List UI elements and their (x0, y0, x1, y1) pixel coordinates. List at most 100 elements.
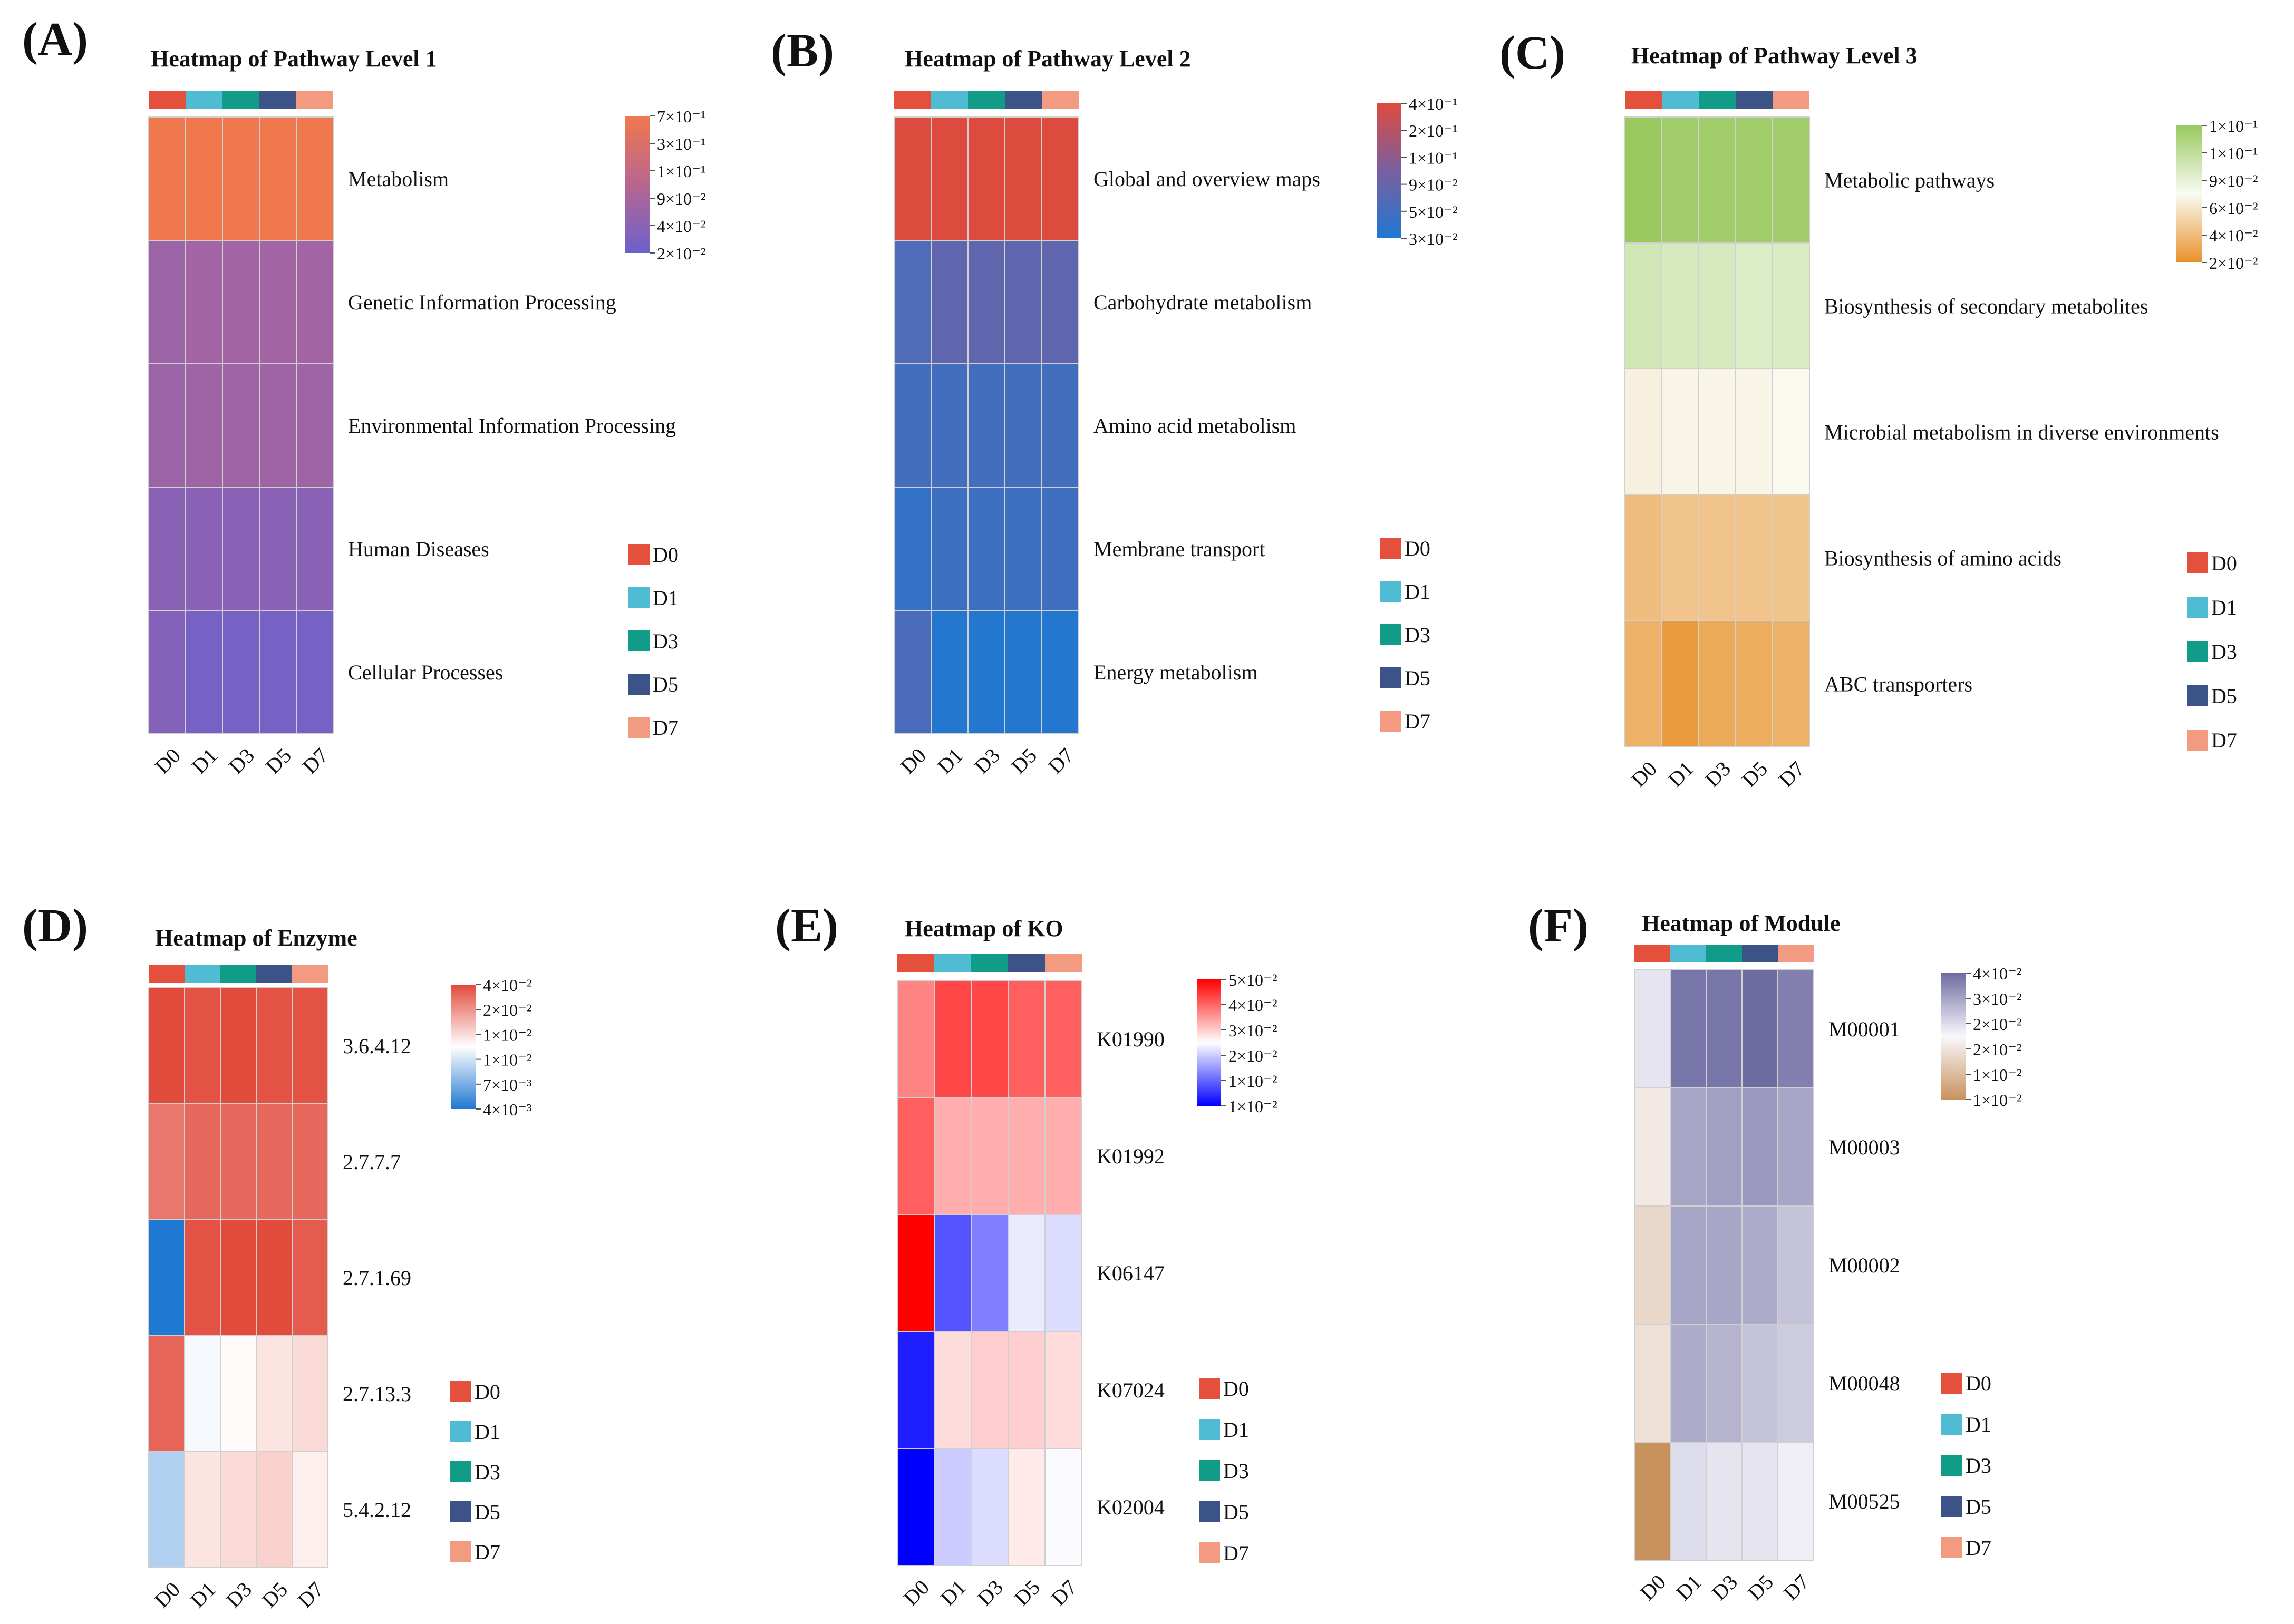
heatmap-cell (1741, 1442, 1778, 1561)
panel-label: (A) (22, 13, 88, 65)
heatmap-cell (894, 487, 932, 611)
legend-label: D1 (1966, 1413, 1991, 1436)
column-label: D1 (186, 1577, 220, 1612)
column-label: D3 (224, 743, 259, 778)
heatmap-cell (148, 1103, 185, 1220)
legend-swatch (628, 674, 650, 695)
heatmap-cell (1041, 610, 1079, 734)
row-label: Biosynthesis of secondary metabolites (1824, 295, 2148, 318)
group-color-cell (1699, 91, 1736, 109)
colorbar-tick-label: 2×10⁻² (2209, 254, 2258, 273)
legend-swatch (628, 544, 650, 565)
heatmap-cell (184, 1219, 221, 1336)
heatmap-cell (1624, 116, 1662, 244)
legend-swatch (1199, 1501, 1220, 1522)
group-color-cell (149, 91, 186, 109)
heatmap-cell (1004, 116, 1042, 241)
heatmap-cell (1634, 1324, 1671, 1443)
heatmap-cell (1008, 1214, 1046, 1332)
heatmap-cell (897, 1448, 935, 1566)
heatmap-cell (222, 487, 260, 611)
legend-label: D3 (653, 629, 679, 653)
row-label: K06147 (1097, 1261, 1165, 1285)
heatmap-cell (1735, 494, 1773, 621)
heatmap-cell (897, 1331, 935, 1449)
legend-label: D0 (2211, 551, 2237, 575)
row-label: Microbial metabolism in diverse environm… (1824, 421, 2219, 444)
heatmap-cell (1004, 240, 1042, 364)
heatmap-cell (222, 240, 260, 364)
heatmap-cell (1735, 242, 1773, 369)
column-label: D5 (1006, 743, 1041, 778)
heatmap-cell (1741, 1205, 1778, 1325)
colorbar-tick-label: 1×10⁻¹ (1409, 148, 1458, 167)
legend-label: D7 (475, 1540, 500, 1564)
legend-swatch (1199, 1460, 1220, 1481)
column-label: D1 (933, 743, 967, 778)
colorbar-tick-label: 3×10⁻² (1228, 1021, 1277, 1040)
chart-title: Heatmap of KO (905, 916, 1063, 941)
heatmap-cell (1698, 242, 1736, 369)
legend-swatch (2187, 552, 2208, 573)
heatmap-cell (897, 1097, 935, 1215)
heatmap-cell (259, 610, 297, 734)
group-color-cell (931, 91, 968, 109)
colorbar-tick-label: 1×10⁻¹ (2209, 144, 2258, 163)
heatmap-cell (971, 1331, 1009, 1449)
heatmap-cell (934, 1097, 972, 1215)
column-label: D5 (257, 1577, 292, 1612)
group-color-cell (222, 91, 259, 109)
heatmap-cell (259, 363, 297, 488)
legend-swatch (2187, 597, 2208, 618)
heatmap-cell (1741, 1087, 1778, 1207)
colorbar-tick-label: 2×10⁻¹ (1409, 121, 1458, 140)
chart-title: Heatmap of Module (1642, 910, 1841, 936)
heatmap-cell (1772, 368, 1810, 495)
heatmap-cell (292, 1451, 328, 1568)
group-color-cell (1742, 945, 1778, 962)
colorbar-tick-label: 1×10⁻² (1228, 1072, 1277, 1091)
row-label: 3.6.4.12 (343, 1034, 411, 1058)
heatmap-panel-1: Metabolism Genetic Information Processing… (148, 91, 706, 779)
column-label: D7 (293, 1577, 328, 1612)
legend-label: D1 (1405, 580, 1430, 604)
colorbar-tick-label: 3×10⁻¹ (657, 134, 706, 153)
group-color-cell (971, 954, 1008, 972)
column-label: D3 (1700, 756, 1735, 791)
legend-swatch (1380, 711, 1401, 732)
legend-swatch (1941, 1496, 1962, 1517)
row-label: 2.7.13.3 (343, 1382, 411, 1406)
legend-swatch (1941, 1414, 1962, 1435)
heatmap-cell (1735, 620, 1773, 747)
panel-label: (E) (775, 900, 838, 952)
heatmap-cell (1008, 1097, 1046, 1215)
group-color-cell (1625, 91, 1662, 109)
colorbar-tick-label: 9×10⁻² (657, 189, 706, 208)
column-label: D0 (1635, 1570, 1670, 1604)
legend-label: D3 (2211, 640, 2237, 664)
row-label: Energy metabolism (1093, 660, 1257, 684)
heatmap-cell (1698, 368, 1736, 495)
colorbar-tick-label: 4×10⁻² (1973, 964, 2022, 983)
legend-swatch (1380, 581, 1401, 602)
legend-swatch (1380, 538, 1401, 559)
panel-label: (F) (1528, 900, 1589, 952)
heatmap-cell (1624, 242, 1662, 369)
row-label: Cellular Processes (348, 660, 503, 684)
legend-label: D5 (1966, 1495, 1991, 1519)
heatmap-cell (185, 610, 223, 734)
row-label: Amino acid metabolism (1093, 414, 1296, 437)
heatmap-cell (1772, 620, 1810, 747)
legend-swatch (1380, 624, 1401, 645)
legend-swatch (450, 1461, 471, 1482)
heatmap-cell (1044, 1097, 1082, 1215)
heatmap-cell (934, 1331, 972, 1449)
heatmap-cell (1008, 1448, 1046, 1566)
column-label: D0 (150, 1577, 185, 1612)
group-color-cell (296, 91, 333, 109)
colorbar-tick-label: 2×10⁻² (657, 244, 706, 263)
heatmap-cell (971, 1448, 1009, 1566)
column-label: D1 (187, 743, 222, 778)
heatmap-cell (1661, 242, 1699, 369)
heatmap-cell (259, 240, 297, 364)
